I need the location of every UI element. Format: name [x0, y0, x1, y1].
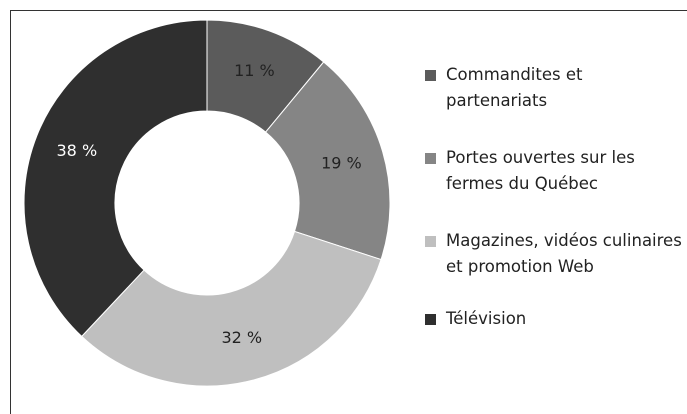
data-label: 11 %	[234, 61, 275, 80]
donut-segment	[81, 230, 382, 387]
legend-label: Commandites et partenariats	[446, 65, 583, 110]
donut-segment	[23, 19, 208, 338]
legend-entry: Magazines, vidéos culinaires et promotio…	[425, 228, 685, 280]
legend-swatch	[425, 153, 436, 164]
legend-entry: Télévision	[425, 306, 685, 332]
donut-segment	[264, 61, 391, 261]
legend-swatch	[425, 236, 436, 247]
legend-label: Magazines, vidéos culinaires et promotio…	[446, 231, 682, 276]
legend-entry: Commandites et partenariats	[425, 62, 685, 114]
data-label: 38 %	[57, 141, 98, 160]
legend-swatch	[425, 314, 436, 325]
data-label: 19 %	[321, 153, 362, 172]
legend-label: Portes ouvertes sur les fermes du Québec	[446, 148, 635, 193]
legend-label: Télévision	[446, 309, 527, 328]
legend-entry: Portes ouvertes sur les fermes du Québec	[425, 145, 685, 197]
data-label: 32 %	[221, 328, 262, 347]
legend-swatch	[425, 70, 436, 81]
frame	[10, 10, 687, 414]
